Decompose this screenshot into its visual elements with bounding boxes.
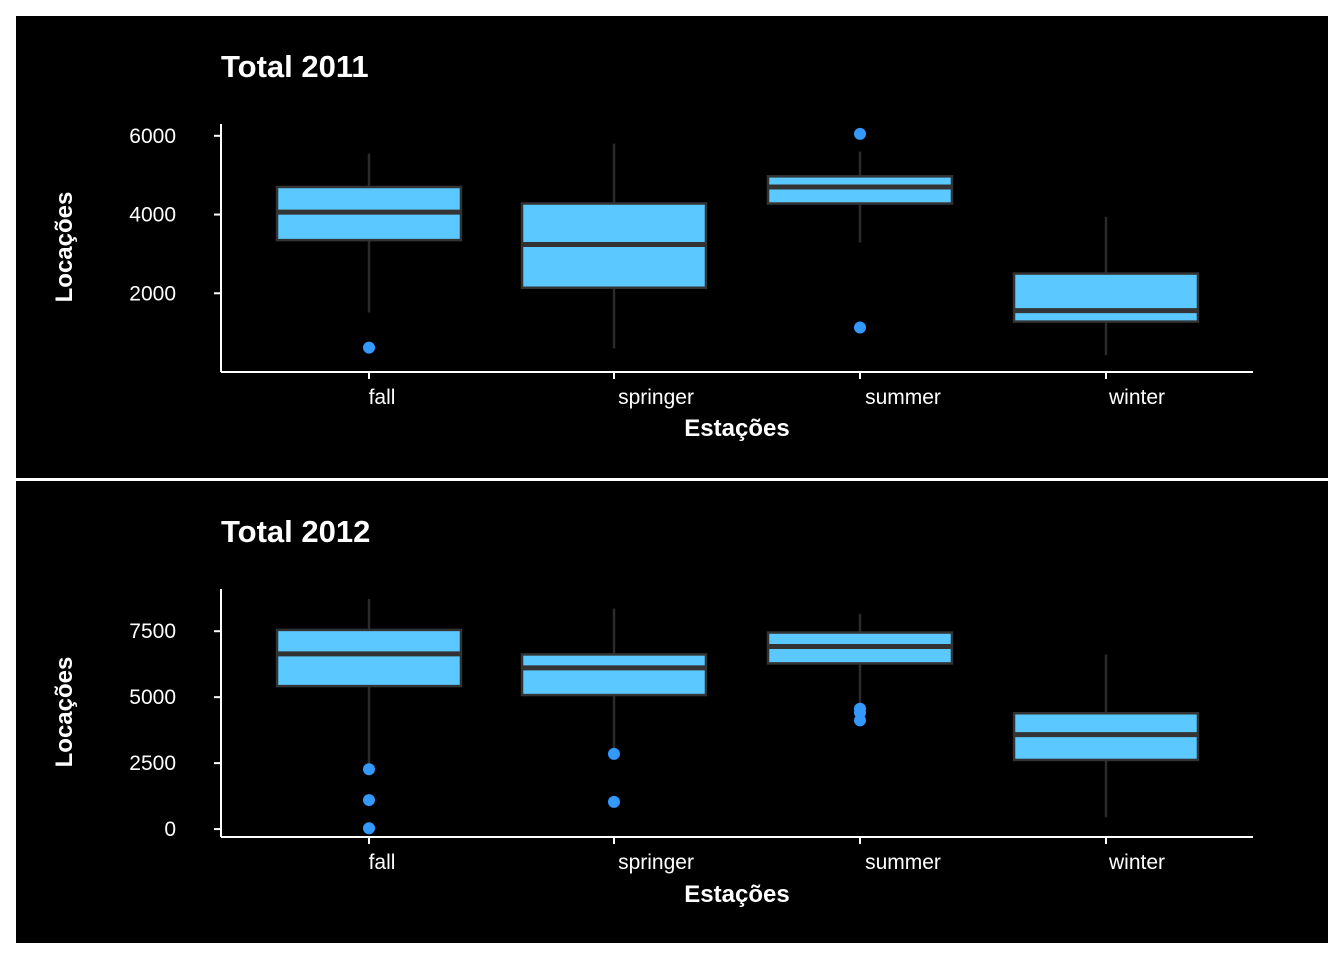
box-winter <box>1012 654 1200 818</box>
x-tick-label: summer <box>865 851 941 874</box>
box-fall <box>275 599 463 835</box>
y-tick-label: 6000 <box>129 125 176 148</box>
box-summer <box>766 127 954 334</box>
outlier-point <box>363 822 375 835</box>
outlier-point <box>363 763 375 776</box>
x-axis-title: Estações <box>684 415 789 442</box>
outlier-point <box>608 795 620 808</box>
y-tick-label: 2500 <box>129 752 176 775</box>
x-tick-label: springer <box>618 851 694 874</box>
x-tick-label: summer <box>865 386 941 409</box>
box-summer <box>766 614 954 727</box>
outlier-point <box>854 714 866 727</box>
panel-background <box>16 481 1328 943</box>
outlier-point <box>363 341 375 354</box>
box-springer <box>520 143 708 349</box>
chart-title: Total 2011 <box>221 49 369 84</box>
box-winter <box>1012 216 1200 356</box>
x-axis-title: Estações <box>684 881 789 908</box>
y-tick-label: 4000 <box>129 204 176 227</box>
chart-title: Total 2012 <box>221 514 370 549</box>
y-tick-label: 0 <box>164 818 176 841</box>
plot-area: 0 2500 5000 7500 fall springer summer winter <box>129 589 1253 874</box>
box-fall <box>275 153 463 354</box>
panel-separator <box>16 478 1328 481</box>
chart-panel-2012: Total 2012 Locações Estações 0 2500 5000 75… <box>16 481 1328 943</box>
x-tick-label: springer <box>618 386 694 409</box>
y-tick-label: 2000 <box>129 282 176 305</box>
y-axis-title: Locações <box>51 657 78 768</box>
outlier-point <box>363 794 375 807</box>
chart-panel-2011: Total 2011 Locações Estações 2000 4000 600… <box>16 16 1328 478</box>
x-tick-label: fall <box>369 851 396 874</box>
outlier-point <box>854 321 866 334</box>
x-tick-label: winter <box>1108 851 1165 874</box>
iqr-box <box>275 628 463 688</box>
y-tick-label: 5000 <box>129 686 176 709</box>
iqr-box <box>520 653 708 697</box>
x-tick-label: fall <box>369 386 396 409</box>
box-springer <box>520 608 708 808</box>
outlier-point <box>608 747 620 760</box>
x-tick-label: winter <box>1108 386 1165 409</box>
y-tick-label: 7500 <box>129 620 176 643</box>
iqr-box <box>1012 272 1200 323</box>
iqr-box <box>766 175 954 205</box>
y-axis-title: Locações <box>51 192 78 303</box>
plot-area: 2000 4000 6000 fall springer summer winter <box>129 124 1253 409</box>
outlier-point <box>854 127 866 140</box>
